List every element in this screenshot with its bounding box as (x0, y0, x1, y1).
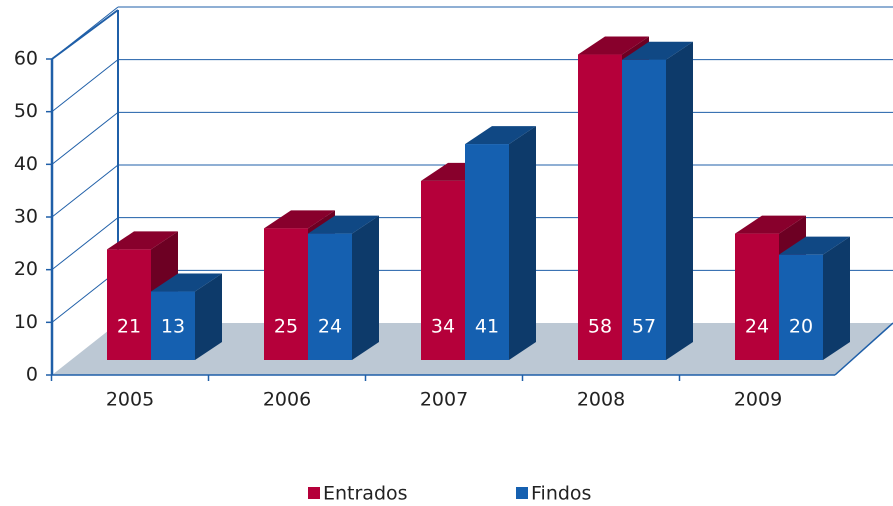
grid-line (51, 164, 119, 218)
value-label: 25 (274, 316, 298, 338)
bar (107, 249, 151, 360)
y-tick-label: 0 (26, 364, 38, 386)
y-tick-label: 10 (14, 311, 38, 333)
bar-top (578, 36, 649, 55)
y-tick-label: 20 (14, 258, 38, 280)
x-tick-label: 2008 (577, 389, 625, 411)
bar-side (195, 273, 222, 360)
legend-label: Entrados (323, 483, 408, 505)
bar (421, 180, 465, 360)
bar-side (823, 236, 850, 360)
value-label: 58 (588, 316, 612, 338)
bar-top (735, 215, 806, 234)
y-tick-label: 50 (14, 100, 38, 122)
grid-line (51, 6, 119, 60)
bar-top (264, 210, 335, 229)
x-tick-label: 2007 (420, 389, 468, 411)
y-tick-label: 30 (14, 206, 38, 228)
bar (264, 228, 308, 360)
bar (151, 291, 195, 360)
x-tick-label: 2009 (734, 389, 782, 411)
grid-line (51, 111, 119, 165)
y-tick-label: 40 (14, 153, 38, 175)
value-label: 57 (632, 316, 656, 338)
bar-top (622, 41, 693, 60)
bar (308, 233, 352, 360)
x-tick-label: 2006 (263, 389, 311, 411)
legend-swatch (516, 487, 528, 499)
value-label: 20 (789, 316, 813, 338)
bar-top (151, 273, 222, 292)
value-label: 41 (475, 316, 499, 338)
bar-side (352, 215, 379, 360)
value-label: 24 (745, 316, 769, 338)
x-tick-label: 2005 (106, 389, 154, 411)
bar (735, 233, 779, 360)
grid-line (51, 59, 119, 113)
bar-side (666, 41, 693, 361)
bar-top (107, 231, 178, 250)
bar-top (308, 215, 379, 234)
value-label: 13 (161, 316, 185, 338)
grid-line (51, 217, 119, 271)
bar (779, 254, 823, 360)
value-label: 24 (318, 316, 342, 338)
bar (578, 54, 622, 361)
y-tick-label: 60 (14, 48, 38, 70)
bar-side (509, 126, 536, 360)
floor-edge (834, 322, 893, 376)
bar (622, 59, 666, 361)
legend-swatch (308, 487, 320, 499)
legend-label: Findos (531, 483, 591, 505)
bar (465, 144, 509, 360)
value-label: 34 (431, 316, 455, 338)
value-label: 21 (117, 316, 141, 338)
bar-top (465, 126, 536, 145)
bar-top (779, 236, 850, 255)
